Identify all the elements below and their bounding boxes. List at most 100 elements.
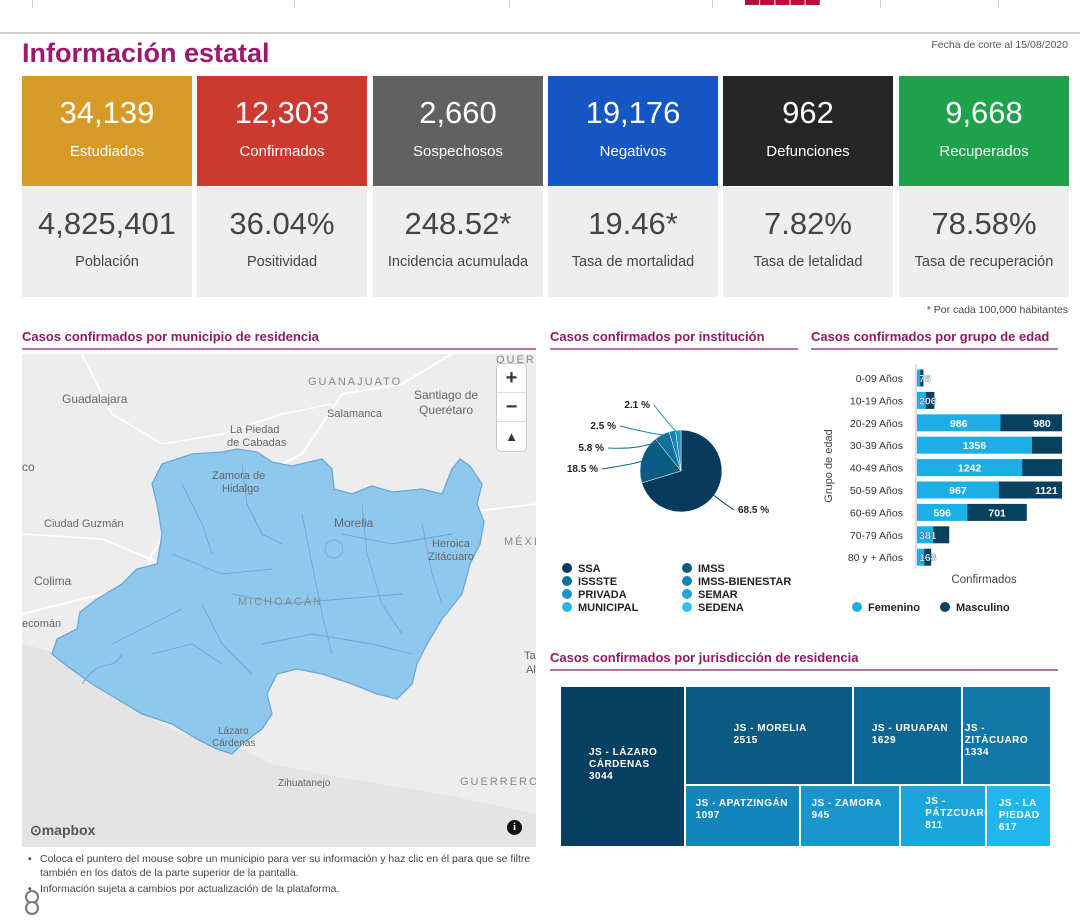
age-bar[interactable] bbox=[924, 548, 932, 566]
tile-name: JS - APATZINGÁN bbox=[695, 797, 788, 809]
stat-card[interactable]: 2,660 Sospechosos 248.52* Incidencia acumul… bbox=[373, 76, 543, 297]
stat-value: 962 bbox=[782, 95, 834, 130]
legend-label: SEMAR bbox=[698, 589, 738, 601]
age-bar[interactable] bbox=[967, 503, 1027, 521]
age-bar[interactable] bbox=[1000, 414, 1062, 432]
tile-name: JS - MORELIA bbox=[733, 723, 807, 734]
legend-label: SSA bbox=[578, 563, 601, 575]
incidence-footnote: * Por cada 100,000 habitantes bbox=[926, 304, 1068, 316]
rate-label: Tasa de recuperación bbox=[914, 254, 1054, 270]
treemap-tile[interactable]: JS - ZAMORA 945 bbox=[800, 784, 901, 847]
age-bar[interactable] bbox=[917, 414, 1001, 432]
map-label-michoacan: MICHOACÁN bbox=[238, 596, 324, 608]
compass-button[interactable]: ▲ bbox=[505, 429, 518, 444]
tile-value: 1097 bbox=[695, 809, 720, 821]
treemap-tile[interactable]: JS - APATZINGÁN 1097 bbox=[684, 784, 801, 847]
zoom-in-button[interactable]: + bbox=[497, 364, 526, 393]
age-tick-label: 30-39 Años bbox=[850, 440, 903, 452]
age-bar[interactable] bbox=[1022, 459, 1062, 477]
mapbox-logo[interactable]: ⊙mapbox bbox=[30, 822, 96, 838]
info-icon[interactable]: i bbox=[507, 820, 522, 835]
legend-label: Masculino bbox=[955, 602, 1010, 614]
legend-item[interactable]: IMSS bbox=[682, 563, 725, 575]
rate-value: 19.46* bbox=[588, 206, 678, 241]
stat-card-header: 12,303 Confirmados bbox=[197, 76, 367, 186]
age-total-label: 168 bbox=[919, 552, 937, 564]
age-total-label: 381 bbox=[919, 530, 937, 542]
treemap-tile[interactable]: JS - MORELIA 2515 bbox=[684, 686, 853, 785]
pie-slice-label: 2.1 % bbox=[624, 400, 650, 411]
pie-leader-line bbox=[653, 404, 679, 435]
age-legend-item[interactable]: Masculino bbox=[939, 602, 1010, 614]
age-bar[interactable] bbox=[917, 391, 926, 409]
treemap-tile[interactable]: JS - ZITÁCUARO 1334 bbox=[961, 686, 1051, 785]
legend-item[interactable]: SSA bbox=[562, 563, 601, 575]
jurisdiction-treemap[interactable]: JS - LÁZARO CÁRDENAS 3044 JS - MORELIA 2515… bbox=[560, 686, 1051, 847]
age-bar[interactable] bbox=[920, 369, 924, 387]
map-canvas[interactable] bbox=[22, 354, 536, 847]
age-bar[interactable] bbox=[917, 503, 968, 521]
age-legend-item[interactable]: Femenino bbox=[852, 602, 920, 614]
notes-list: Coloca el puntero del mouse sobre un mun… bbox=[28, 852, 538, 898]
map-label-co: co bbox=[22, 460, 35, 474]
institution-pie-chart[interactable]: 68.5 % 18.5 % 5.8 % 2.5 % 2.1 % bbox=[550, 348, 810, 563]
legend-item[interactable]: PRIVADA bbox=[562, 589, 627, 601]
age-bar-value: 1121 bbox=[1035, 485, 1058, 497]
legend-item[interactable]: IMSS-BIENESTAR bbox=[682, 576, 791, 588]
stat-card[interactable]: 962 Defunciones 7.82% Tasa de letalidad bbox=[723, 76, 893, 297]
map-label-de-cabadas: de Cabadas bbox=[227, 437, 287, 449]
legend-item[interactable]: SEMAR bbox=[682, 589, 738, 601]
stat-card[interactable]: 34,139 Estudiados 4,825,401 Población bbox=[22, 76, 192, 297]
age-bar[interactable] bbox=[917, 459, 1023, 477]
age-bar[interactable] bbox=[998, 481, 1062, 499]
age-bar[interactable] bbox=[917, 436, 1032, 454]
map-zoom-controls: + − ▲ bbox=[497, 364, 526, 451]
age-tick-label: 70-79 Años bbox=[850, 530, 903, 542]
rate-label: Tasa de letalidad bbox=[753, 254, 863, 270]
age-bar-chart[interactable]: 0-09 Años 76 10-19 Años 206 20-29 Años 986 980… bbox=[812, 352, 1062, 602]
legend-dot bbox=[562, 602, 572, 612]
pie-slice[interactable] bbox=[639, 438, 682, 484]
banner-divider bbox=[998, 0, 999, 8]
age-tick-label: 40-49 Años bbox=[850, 463, 903, 475]
age-section-title: Casos confirmados por grupo de edad bbox=[811, 329, 1058, 350]
treemap-tile[interactable]: JS - URUAPAN 1629 bbox=[852, 686, 962, 785]
stat-card[interactable]: 9,668 Recuperados 78.58% Tasa de recuperaci… bbox=[899, 76, 1069, 297]
legend-item[interactable]: MUNICIPAL bbox=[562, 602, 638, 614]
stat-card[interactable]: 19,176 Negativos 19.46* Tasa de mortalidad bbox=[548, 76, 718, 297]
legend-label: SEDENA bbox=[698, 602, 744, 614]
issste-logo: ▀▀▀▀▀ bbox=[745, 0, 821, 16]
legend-label: Femenino bbox=[868, 602, 920, 614]
age-bar[interactable] bbox=[925, 391, 935, 409]
zoom-out-button[interactable]: − bbox=[497, 393, 526, 422]
map-label-mexico: MÉXI bbox=[504, 536, 536, 548]
legend-item[interactable]: ISSSTE bbox=[562, 576, 617, 588]
age-bar[interactable] bbox=[1031, 436, 1062, 454]
treemap-tile[interactable]: JS - LA PIEDAD 617 bbox=[985, 784, 1051, 847]
age-bar[interactable] bbox=[933, 526, 950, 544]
map-label-ciudad-guzman: Ciudad Guzmán bbox=[44, 518, 124, 530]
stat-card-rate: 36.04% Positividad bbox=[197, 187, 367, 297]
legend-dot bbox=[562, 563, 572, 573]
treemap-tile[interactable]: JS - LÁZARO CÁRDENAS 3044 bbox=[560, 686, 685, 847]
age-bar[interactable] bbox=[917, 548, 925, 566]
age-bar[interactable] bbox=[917, 369, 921, 387]
map-label-lazaro: Lázaro bbox=[218, 726, 249, 737]
treemap-tile[interactable]: JS - PÁTZCUARO 811 bbox=[900, 784, 986, 847]
tile-value: 617 bbox=[998, 821, 1018, 833]
stat-label: Negativos bbox=[599, 143, 667, 160]
age-bar[interactable] bbox=[917, 481, 999, 499]
stat-card[interactable]: 12,303 Confirmados 36.04% Positividad bbox=[197, 76, 367, 297]
map-label-guanajuato: GUANAJUATO bbox=[308, 376, 403, 388]
banner-divider bbox=[509, 0, 510, 8]
municipality-map[interactable]: GUANAJUATO QUERE Guadalajara Salamanca S… bbox=[22, 354, 536, 847]
pie-leader-line bbox=[710, 492, 735, 511]
age-bar-value: 701 bbox=[988, 507, 1006, 519]
rate-value: 4,825,401 bbox=[38, 206, 176, 241]
stat-card-rate: 19.46* Tasa de mortalidad bbox=[548, 187, 718, 297]
stat-card-header: 34,139 Estudiados bbox=[22, 76, 192, 186]
legend-item[interactable]: SEDENA bbox=[682, 602, 744, 614]
map-label-colima: Colima bbox=[34, 574, 72, 588]
age-bar[interactable] bbox=[917, 526, 934, 544]
tile-value: 3044 bbox=[589, 771, 614, 782]
